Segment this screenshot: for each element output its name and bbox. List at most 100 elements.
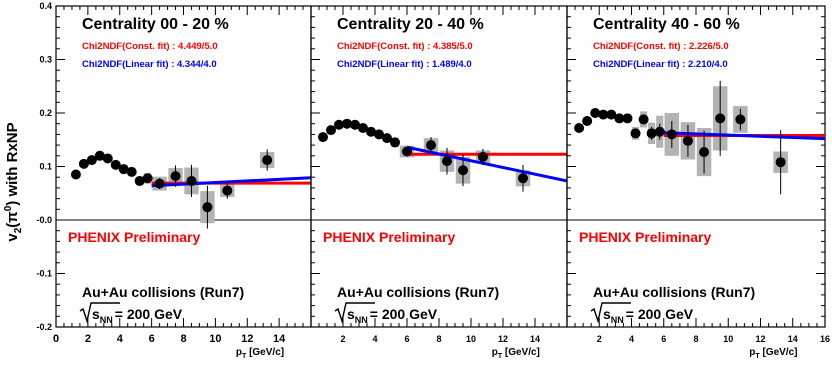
- x-tick-label: 10: [209, 333, 221, 345]
- x-tick-label: 10: [723, 334, 733, 344]
- x-tick-label: 6: [149, 333, 155, 345]
- data-point: [350, 119, 360, 130]
- data-point: [222, 185, 233, 196]
- chi2-linear-label: Chi2NDF(Linear fit) : 2.210/4.0: [593, 59, 728, 70]
- chi2-linear-label: Chi2NDF(Linear fit) : 4.344/4.0: [82, 59, 217, 70]
- data-point: [622, 113, 633, 124]
- data-point: [102, 153, 113, 164]
- data-point: [735, 114, 746, 125]
- data-point: [142, 173, 153, 184]
- data-point: [442, 156, 452, 167]
- chi2-const-label: Chi2NDF(Const. fit) : 2.226/5.0: [593, 41, 729, 52]
- x-tick-label: 2: [340, 334, 345, 344]
- data-point: [654, 126, 665, 137]
- x-tick-label: 14: [788, 334, 798, 344]
- data-point: [458, 165, 468, 176]
- data-point: [202, 202, 213, 213]
- data-point: [402, 146, 412, 157]
- y-tick-label: 0.2: [39, 108, 52, 118]
- x-axis-title: pT [GeV/c]: [749, 347, 797, 360]
- sqrt-symbol: [79, 302, 120, 324]
- chi2-const-label: Chi2NDF(Const. fit) : 4.385/5.0: [337, 41, 473, 52]
- data-point: [390, 137, 400, 148]
- phenix-preliminary-label: PHENIX Preliminary: [68, 229, 200, 245]
- data-point: [715, 113, 726, 124]
- x-tick-label: 0: [53, 333, 59, 345]
- linear-fit-line: [151, 176, 312, 188]
- data-point: [574, 122, 585, 133]
- data-point: [598, 109, 609, 120]
- x-axis-title: pT [GeV/c]: [492, 347, 540, 360]
- x-tick-label: 6: [661, 334, 666, 344]
- x-axis-title: pT [GeV/c]: [236, 347, 284, 360]
- collision-label: Au+Au collisions (Run7): [593, 284, 755, 300]
- x-tick-label: 14: [273, 333, 286, 345]
- data-point: [426, 140, 436, 151]
- data-point: [614, 113, 625, 124]
- data-point: [478, 151, 488, 162]
- data-point: [110, 159, 121, 170]
- y-tick-label: -0.0: [36, 215, 52, 225]
- data-point: [334, 119, 344, 130]
- data-point: [682, 135, 693, 146]
- x-tick-label: 12: [498, 334, 508, 344]
- data-point: [518, 173, 528, 184]
- linear-fit-line: [406, 145, 568, 183]
- x-tick-label: 2: [85, 333, 91, 345]
- data-point: [118, 164, 129, 175]
- x-tick-label: 4: [629, 334, 634, 344]
- x-tick-label: 4: [372, 334, 377, 344]
- x-tick-label: 16: [820, 334, 830, 344]
- panel-title: Centrality 00 - 20 %: [82, 16, 229, 33]
- linear-fit-line: [663, 131, 826, 141]
- x-tick-label: 8: [693, 334, 698, 344]
- data-point: [382, 133, 392, 144]
- chi2-linear-label: Chi2NDF(Linear fit) : 1.489/4.0: [337, 59, 472, 70]
- data-point: [606, 109, 617, 120]
- x-tick-label: 6: [404, 334, 409, 344]
- data-point: [126, 166, 137, 177]
- y-axis-title: v2(π0) with RxNP: [3, 122, 24, 241]
- panel-frame: [310, 5, 568, 328]
- x-tick-label: 8: [436, 334, 441, 344]
- collision-label: Au+Au collisions (Run7): [337, 284, 499, 300]
- panel-left: -0.2 -0.1 -0.0 0.1 0.2 0.3 0.4 0 2 4 6 8 10 12 14 pT [G…: [36, 1, 312, 360]
- data-point: [666, 129, 677, 140]
- data-point: [186, 175, 197, 186]
- sqrt-symbol: [334, 302, 375, 324]
- data-point: [699, 147, 710, 158]
- energy-label: sNN = 200 GeV: [92, 306, 183, 325]
- chi2-const-label: Chi2NDF(Const. fit) : 4.449/5.0: [82, 41, 218, 52]
- data-point: [638, 114, 649, 125]
- y-tick-label: -0.2: [36, 322, 52, 332]
- data-point: [78, 158, 89, 169]
- data-point: [590, 108, 601, 118]
- x-tick-label: 12: [241, 333, 253, 345]
- data-point: [630, 128, 641, 139]
- x-tick-label: 4: [117, 333, 124, 345]
- data-point: [170, 171, 181, 182]
- data-point: [582, 116, 593, 127]
- data-point: [374, 129, 384, 140]
- y-tick-label: 0.3: [39, 55, 52, 65]
- data-point: [94, 150, 105, 161]
- sqrt-symbol: [590, 302, 631, 324]
- panel-title: Centrality 20 - 40 %: [337, 16, 484, 33]
- x-tick-label: 12: [755, 334, 765, 344]
- data-point: [358, 122, 368, 133]
- panel-title: Centrality 40 - 60 %: [593, 16, 740, 33]
- y-tick-label: 0.4: [39, 1, 52, 11]
- panels-group: -0.2 -0.1 -0.0 0.1 0.2 0.3 0.4 0 2 4 6 8 10 12 14 pT [G…: [36, 1, 830, 360]
- phenix-preliminary-label: PHENIX Preliminary: [323, 229, 455, 245]
- data-point: [326, 125, 336, 136]
- data-point: [134, 175, 145, 186]
- x-tick-label: 14: [530, 334, 540, 344]
- data-point: [775, 157, 786, 168]
- x-tick-label: 10: [466, 334, 476, 344]
- phenix-preliminary-label: PHENIX Preliminary: [579, 229, 711, 245]
- x-tick-label: 2: [597, 334, 602, 344]
- panel-right: 2 4 6 8 10 12 14 16 pT [GeV/c] Centrality 40 - 60…: [566, 5, 830, 360]
- y-tick-label: 0.1: [39, 162, 52, 172]
- collision-label: Au+Au collisions (Run7): [82, 284, 244, 300]
